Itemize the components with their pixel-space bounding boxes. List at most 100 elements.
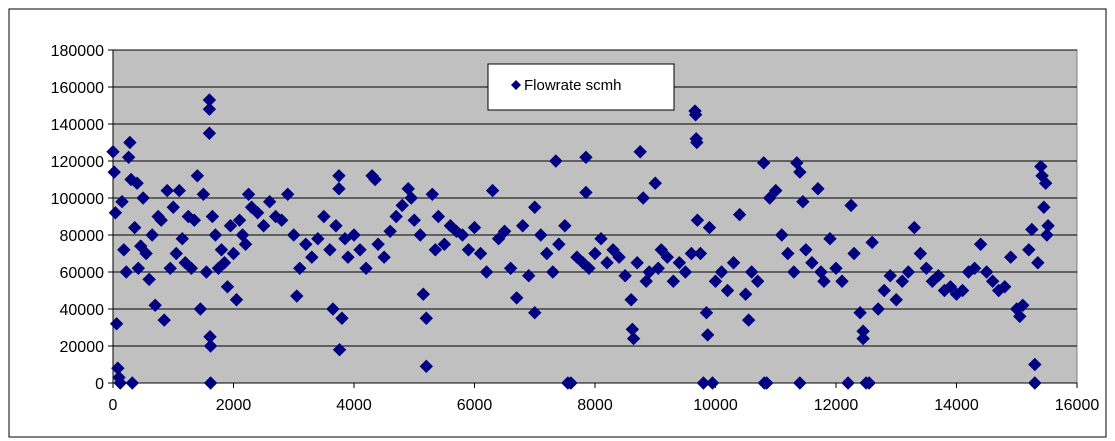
data-point bbox=[136, 191, 150, 205]
data-point bbox=[175, 231, 189, 246]
data-point bbox=[163, 261, 177, 276]
data-point bbox=[332, 169, 346, 183]
legend-label: Flowrate scmh bbox=[524, 77, 622, 94]
data-point bbox=[756, 156, 771, 170]
data-point bbox=[741, 313, 756, 327]
data-points bbox=[106, 93, 1055, 390]
data-point bbox=[145, 228, 159, 242]
data-point bbox=[594, 231, 608, 246]
data-point bbox=[332, 342, 347, 357]
data-point bbox=[549, 154, 563, 168]
y-tick-label: 160000 bbox=[51, 80, 104, 97]
x-tick-label: 6000 bbox=[457, 397, 493, 414]
data-point bbox=[931, 268, 946, 283]
data-point bbox=[317, 209, 331, 224]
data-point bbox=[997, 280, 1012, 294]
data-point bbox=[311, 231, 325, 246]
data-point bbox=[579, 185, 593, 200]
data-point bbox=[606, 243, 620, 257]
data-point bbox=[335, 311, 349, 325]
data-point bbox=[214, 243, 229, 257]
axes: 0200004000060000800001000001200001400001… bbox=[51, 43, 1100, 414]
legend-marker-diamond bbox=[511, 80, 521, 90]
x-tick-label: 10000 bbox=[693, 397, 738, 414]
data-point bbox=[705, 376, 720, 390]
y-tick-label: 120000 bbox=[51, 154, 104, 171]
data-point bbox=[763, 191, 777, 205]
data-point bbox=[841, 376, 855, 390]
data-point bbox=[853, 305, 867, 320]
data-point bbox=[419, 311, 434, 325]
data-point bbox=[582, 261, 596, 276]
data-point bbox=[107, 165, 121, 179]
data-point bbox=[467, 220, 482, 235]
data-point bbox=[341, 250, 355, 264]
data-point bbox=[461, 243, 476, 257]
data-point bbox=[865, 235, 879, 250]
data-point bbox=[203, 376, 218, 390]
data-point bbox=[329, 219, 343, 233]
data-point bbox=[220, 280, 235, 294]
data-point bbox=[226, 246, 241, 261]
data-point bbox=[455, 228, 470, 242]
data-point bbox=[907, 220, 922, 235]
data-point bbox=[428, 243, 443, 257]
data-point bbox=[416, 287, 430, 301]
data-point bbox=[889, 293, 903, 307]
data-point bbox=[281, 187, 295, 202]
data-point bbox=[1028, 357, 1042, 372]
data-point bbox=[115, 194, 129, 209]
data-point bbox=[262, 194, 277, 209]
data-point bbox=[108, 206, 123, 220]
data-point bbox=[588, 246, 602, 261]
data-point bbox=[883, 268, 897, 283]
data-point bbox=[732, 207, 747, 222]
data-point bbox=[121, 150, 136, 165]
data-point bbox=[123, 135, 137, 150]
data-point bbox=[1025, 222, 1039, 237]
data-point bbox=[1022, 243, 1036, 257]
data-point bbox=[323, 243, 337, 257]
data-point bbox=[109, 317, 124, 331]
x-tick-label: 2000 bbox=[216, 397, 252, 414]
data-point bbox=[142, 272, 156, 287]
data-point bbox=[522, 268, 536, 283]
data-point bbox=[817, 274, 831, 288]
data-point bbox=[793, 165, 807, 179]
data-point bbox=[134, 239, 148, 253]
data-point bbox=[117, 243, 131, 257]
data-point bbox=[699, 305, 714, 320]
data-point bbox=[738, 287, 753, 301]
data-point bbox=[666, 274, 681, 288]
data-point bbox=[491, 231, 506, 246]
data-point bbox=[479, 265, 494, 279]
data-point bbox=[190, 169, 205, 183]
data-point bbox=[497, 224, 512, 239]
data-point bbox=[193, 302, 208, 316]
data-point bbox=[979, 265, 994, 279]
data-point bbox=[160, 183, 174, 198]
x-tick-label: 16000 bbox=[1055, 397, 1100, 414]
data-point bbox=[205, 209, 220, 224]
x-tick-label: 4000 bbox=[336, 397, 372, 414]
data-point bbox=[1040, 228, 1054, 242]
data-point bbox=[509, 291, 524, 305]
data-point bbox=[293, 261, 307, 276]
data-point bbox=[208, 228, 223, 242]
data-point bbox=[371, 237, 385, 251]
data-point bbox=[726, 256, 741, 270]
data-point bbox=[760, 376, 774, 390]
y-tick-label: 180000 bbox=[51, 43, 104, 60]
data-point bbox=[913, 246, 928, 261]
data-point bbox=[353, 243, 367, 257]
data-point bbox=[973, 237, 988, 251]
x-tick-label: 12000 bbox=[814, 397, 859, 414]
data-point bbox=[985, 274, 1000, 288]
data-point bbox=[618, 268, 632, 283]
data-point bbox=[404, 191, 418, 205]
data-point bbox=[425, 187, 440, 202]
data-point bbox=[871, 302, 885, 316]
data-point bbox=[744, 265, 759, 279]
data-point bbox=[805, 256, 819, 270]
data-point bbox=[678, 265, 693, 279]
